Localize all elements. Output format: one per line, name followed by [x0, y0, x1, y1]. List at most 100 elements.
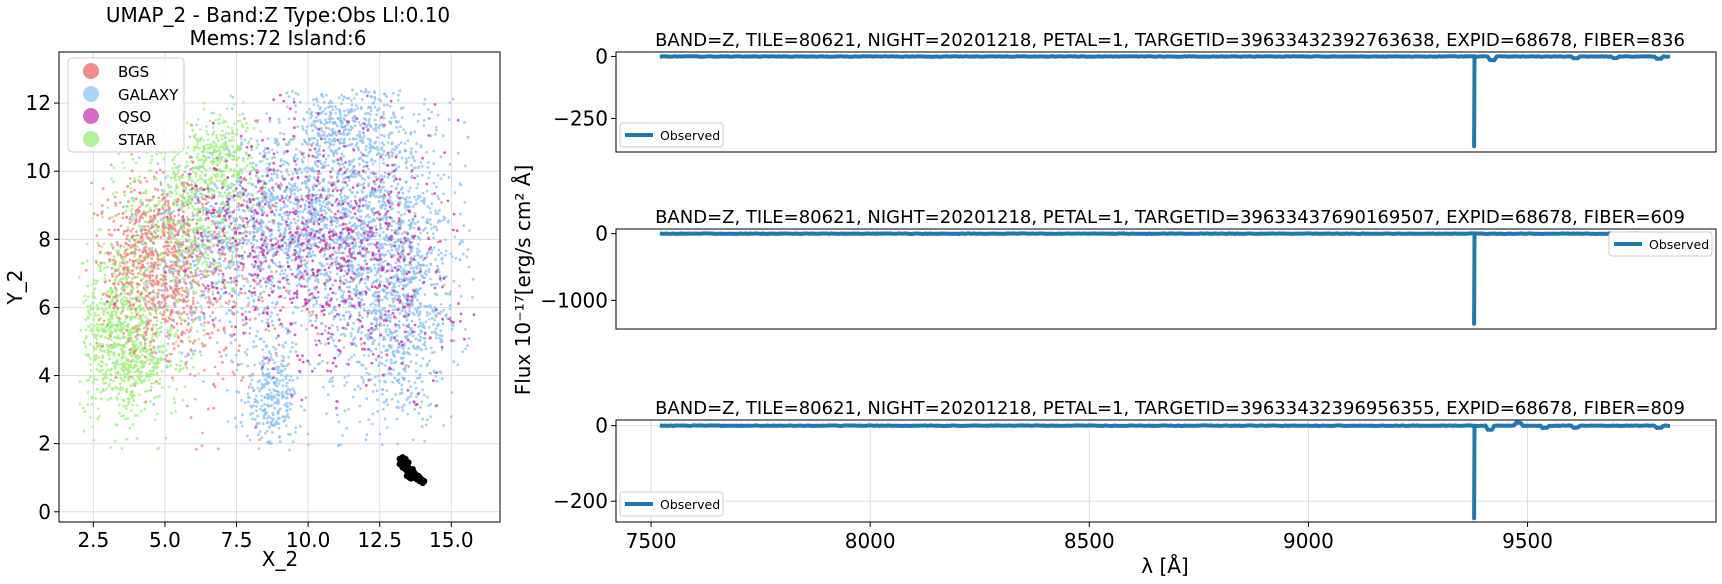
umap-point [274, 208, 278, 212]
umap-point [382, 149, 386, 153]
umap-point [373, 159, 377, 163]
umap-point [448, 101, 452, 105]
umap-point [371, 162, 375, 166]
umap-point [112, 324, 116, 327]
umap-point [423, 98, 427, 101]
umap-point [365, 397, 369, 400]
umap-point [352, 250, 355, 254]
umap-point [277, 223, 281, 226]
umap-point [466, 344, 469, 347]
umap-point [439, 219, 442, 223]
umap-point [252, 304, 255, 308]
umap-point [232, 199, 236, 202]
umap-point [300, 171, 303, 175]
umap-point [332, 305, 336, 309]
umap-point [173, 162, 176, 166]
umap-point [303, 208, 306, 212]
umap-point [121, 301, 125, 305]
umap-point [288, 234, 292, 238]
umap-point [159, 321, 163, 324]
umap-point [265, 157, 269, 161]
umap-point [296, 93, 300, 96]
umap-point [241, 318, 245, 322]
umap-point [375, 231, 378, 235]
umap-point [261, 205, 265, 209]
umap-point [416, 345, 420, 349]
umap-point [233, 245, 237, 249]
umap-point [288, 255, 291, 258]
umap-point [417, 412, 421, 415]
umap-point [257, 447, 261, 450]
umap-point [392, 175, 395, 178]
umap-point [389, 336, 393, 339]
umap-point [267, 425, 271, 429]
umap-point [270, 172, 274, 176]
umap-point [351, 279, 355, 283]
umap-point [214, 316, 217, 320]
umap-point [412, 226, 416, 230]
umap-point [397, 319, 401, 323]
umap-point [241, 257, 245, 260]
umap-point [282, 359, 285, 362]
umap-point [104, 381, 107, 385]
umap-point [361, 316, 364, 319]
umap-point [250, 215, 253, 219]
umap-point [444, 292, 448, 296]
umap-point [264, 200, 268, 204]
umap-point [86, 403, 90, 406]
umap-point [253, 293, 257, 297]
umap-point [296, 306, 299, 310]
umap-point [269, 422, 273, 426]
umap-point [318, 261, 322, 265]
umap-point [375, 322, 379, 325]
umap-point [314, 162, 318, 166]
umap-point [275, 137, 278, 141]
umap-point [407, 200, 410, 204]
umap-point [338, 163, 342, 167]
umap-point [328, 227, 332, 231]
umap-point [346, 255, 349, 258]
umap-point [363, 154, 367, 158]
umap-point [95, 378, 99, 382]
umap-point [273, 396, 277, 399]
umap-point [203, 317, 206, 320]
umap-point [251, 238, 255, 242]
umap-point [330, 210, 333, 214]
umap-point [268, 442, 272, 445]
umap-point [434, 374, 438, 378]
umap-point [335, 413, 339, 417]
umap-point [274, 236, 277, 240]
umap-point [100, 349, 103, 353]
umap-point [435, 264, 439, 268]
umap-point [302, 117, 305, 121]
umap-point [428, 359, 431, 363]
umap-point [270, 148, 274, 152]
umap-point [422, 102, 426, 106]
umap-point [415, 266, 419, 270]
umap-point [328, 208, 332, 212]
umap-point [300, 181, 304, 185]
umap-point [391, 286, 394, 289]
umap-point [253, 397, 257, 401]
umap-point [331, 122, 335, 125]
umap-point [417, 166, 421, 170]
umap-point [369, 322, 373, 326]
umap-point [259, 224, 263, 227]
umap-point [374, 273, 378, 277]
umap-point [281, 163, 285, 166]
umap-point [143, 407, 147, 411]
umap-point [109, 373, 113, 377]
umap-point [332, 143, 336, 147]
umap-point [140, 295, 144, 299]
umap-point [350, 172, 354, 176]
umap-point [112, 255, 116, 259]
umap-point [393, 304, 396, 308]
umap-point [389, 252, 392, 256]
umap-point [100, 364, 104, 368]
umap-point [374, 175, 378, 179]
umap-point [84, 335, 88, 338]
umap-point [427, 326, 431, 329]
umap-point [388, 120, 391, 124]
umap-point [359, 209, 363, 213]
umap-point [307, 218, 311, 222]
